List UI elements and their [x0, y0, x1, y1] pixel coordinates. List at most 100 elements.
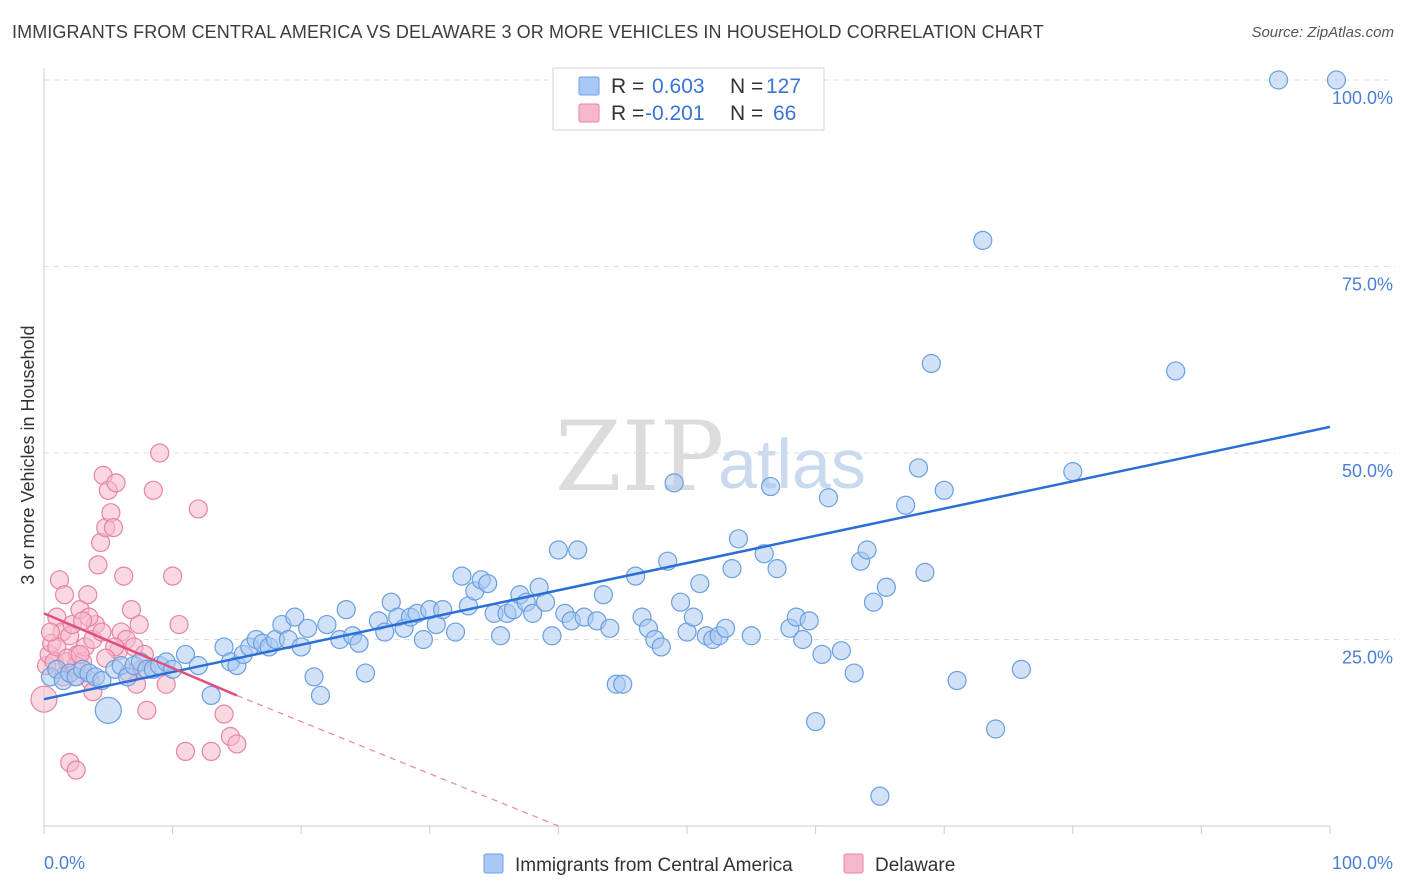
central-america-point [445, 622, 466, 642]
central-america-point [304, 667, 324, 687]
delaware-point [114, 566, 134, 586]
trend-line-central-america [43, 425, 1331, 701]
delaware-point [163, 566, 183, 586]
delaware-point [143, 480, 163, 500]
central-america-point [413, 629, 433, 650]
delaware-point [54, 585, 75, 605]
delaware-point [137, 700, 157, 720]
delaware-point [78, 585, 98, 605]
delaware-point [121, 600, 142, 620]
delaware-point [40, 622, 61, 642]
central-america-point [722, 559, 742, 579]
legend-n-label-1: N = [730, 102, 763, 125]
central-america-point [568, 540, 588, 560]
legend-n-value-0: 127 [766, 75, 801, 98]
central-america-point [94, 696, 122, 724]
central-america-point [175, 644, 196, 665]
watermark: ZIP atlas [555, 401, 866, 513]
delaware-point [175, 741, 196, 762]
delaware-points [30, 443, 247, 780]
central-america-point [317, 614, 337, 635]
central-america-point [613, 674, 633, 694]
delaware-point [227, 734, 247, 754]
bottom-legend-swatch-central-america[interactable] [483, 853, 504, 874]
delaware-point [169, 614, 189, 635]
central-america-point [1326, 70, 1347, 90]
legend-r-label-1: R = [611, 102, 644, 125]
y-tick-label-2: 75.0% [1342, 275, 1393, 295]
central-america-point [741, 626, 761, 646]
central-america-point [818, 488, 839, 508]
bottom-legend-swatch-delaware[interactable] [843, 853, 864, 874]
central-america-point [670, 592, 691, 612]
x-tick-label-0: 0.0% [44, 853, 85, 873]
central-america-point [728, 529, 749, 549]
x-tick-labels: 0.0% 100.0% [44, 853, 1393, 873]
central-america-point [593, 585, 614, 605]
y-tick-label-1: 50.0% [1342, 461, 1393, 481]
central-america-point [934, 480, 954, 500]
central-america-point [548, 540, 569, 560]
legend-n-label-0: N = [730, 75, 763, 98]
central-america-point [863, 592, 884, 612]
central-america-point [535, 592, 556, 612]
legend-r-value-0: 0.603 [652, 75, 705, 98]
central-america-point [831, 641, 851, 661]
central-america-point [523, 603, 543, 623]
central-america-point [760, 476, 781, 497]
central-america-point [298, 618, 318, 638]
legend-swatch-central-america [578, 76, 600, 96]
trend-line-delaware [43, 612, 238, 697]
bottom-legend-label-delaware: Delaware [875, 855, 955, 876]
trend-lines [43, 425, 1331, 827]
central-america-point [349, 633, 369, 653]
central-america-point [947, 670, 967, 691]
legend-box: R = 0.603 N = 127 R = -0.201 N = 66 [552, 67, 825, 131]
bottom-legend: Immigrants from Central America Delaware [483, 853, 955, 876]
y-tick-label-0: 25.0% [1342, 648, 1393, 668]
delaware-point [129, 614, 149, 635]
delaware-point [214, 704, 234, 724]
central-america-point [812, 644, 832, 665]
legend-n-value-1: 66 [773, 102, 796, 125]
central-america-point [478, 573, 498, 594]
central-america-point [986, 719, 1006, 739]
central-america-point [1011, 659, 1031, 679]
central-america-point [664, 473, 684, 493]
legend-r-value-1: -0.201 [645, 102, 705, 125]
central-america-point [844, 663, 864, 683]
delaware-point [88, 555, 108, 575]
central-america-point [876, 577, 896, 597]
central-america-point [683, 607, 704, 627]
central-america-point [690, 573, 710, 594]
central-america-point [1268, 70, 1289, 90]
central-america-point [452, 566, 472, 586]
central-america-point [355, 663, 376, 683]
delaware-point [103, 517, 124, 538]
y-tick-labels: 25.0% 50.0% 75.0% 100.0% [1332, 88, 1393, 668]
y-axis-label: 3 or more Vehicles in Household [18, 325, 38, 584]
central-america-point [799, 611, 819, 631]
central-america-point [715, 618, 736, 638]
central-america-point [793, 629, 813, 650]
central-america-point [336, 600, 356, 620]
central-america-point [973, 230, 993, 250]
bottom-legend-label-central-america[interactable]: Immigrants from Central America [515, 855, 793, 876]
delaware-point [66, 760, 86, 780]
watermark-zip: ZIP [555, 401, 724, 513]
central-america-point [310, 685, 331, 706]
central-america-point [490, 626, 511, 646]
x-tick-label-1: 100.0% [1332, 853, 1393, 873]
central-america-point [857, 540, 877, 560]
y-tick-label-3: 100.0% [1332, 88, 1393, 108]
central-america-point [921, 353, 941, 374]
central-america-point [767, 559, 787, 579]
central-america-points [40, 70, 1347, 806]
central-america-point [285, 607, 305, 627]
central-america-point [915, 562, 935, 582]
chart-title: IMMIGRANTS FROM CENTRAL AMERICA VS DELAW… [12, 22, 1044, 42]
delaware-point [150, 443, 170, 463]
source-label: Source: ZipAtlas.com [1251, 24, 1394, 41]
delaware-point [188, 499, 208, 519]
